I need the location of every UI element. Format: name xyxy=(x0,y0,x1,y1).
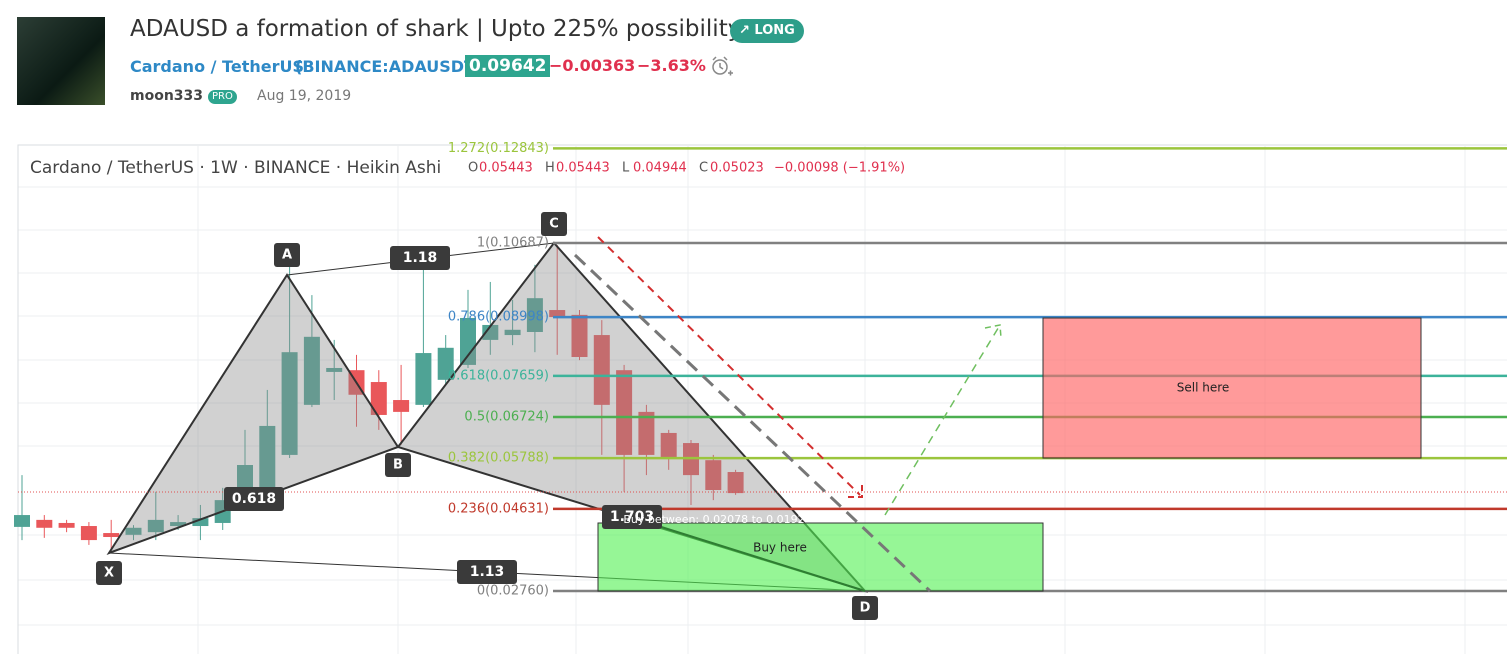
candle-body xyxy=(549,310,566,318)
buy-range-label: Buy between: 0.02078 to 0.0192 xyxy=(623,513,804,526)
pro-badge: PRO xyxy=(208,90,237,104)
candle-body xyxy=(705,460,722,491)
candle-body xyxy=(370,382,387,415)
ohlc-value: 0.05443 xyxy=(556,161,610,176)
candle-body xyxy=(170,522,187,527)
fib-label: 0(0.02760) xyxy=(477,584,549,599)
pattern-point-box xyxy=(96,561,122,585)
candle-body xyxy=(303,336,320,405)
pattern-point: D xyxy=(860,601,871,616)
candle-body xyxy=(14,515,30,527)
pattern-point: A xyxy=(282,248,292,263)
candle-body xyxy=(660,432,677,458)
avatar[interactable] xyxy=(17,17,105,105)
candle-body xyxy=(571,314,588,358)
sell-zone xyxy=(1042,317,1422,459)
pattern-ratio-box xyxy=(390,246,450,270)
candle-body xyxy=(482,324,499,340)
pattern-ratio-box xyxy=(602,505,662,529)
red-projection xyxy=(597,236,861,496)
candle-body xyxy=(58,522,75,528)
pattern-ratio: 1.703 xyxy=(610,509,654,525)
ohlc-value: 0.05443 xyxy=(479,161,533,176)
sell-label: Sell here xyxy=(1177,381,1230,395)
idea-title: ADAUSD a formation of shark | Upto 225% … xyxy=(130,16,742,42)
pattern-ratio: 0.618 xyxy=(232,491,276,507)
pattern-point: X xyxy=(104,566,114,581)
exchange-link[interactable]: (BINANCE:ADAUSDT) xyxy=(295,57,483,76)
ohlc-change: −0.00098 (−1.91%) xyxy=(774,161,905,176)
gray-projection xyxy=(573,253,932,593)
fib-label: 0.236(0.04631) xyxy=(448,501,549,516)
pattern-point: C xyxy=(549,217,559,232)
candles xyxy=(14,245,744,551)
buy-zone xyxy=(597,522,1044,592)
pattern-point-box xyxy=(274,243,300,267)
date: Aug 19, 2019 xyxy=(257,88,352,104)
candle-body xyxy=(638,411,655,455)
candle-body xyxy=(593,335,610,405)
buy-line xyxy=(654,524,866,592)
candle-body xyxy=(80,526,97,541)
candle-body xyxy=(103,533,120,538)
alarm-icon[interactable] xyxy=(710,55,734,79)
candle-body xyxy=(460,317,476,365)
long-badge: ↗ LONG xyxy=(730,19,804,43)
legend-title: Cardano / TetherUS · 1W · BINANCE · Heik… xyxy=(30,158,441,178)
fib-label: 0.5(0.06724) xyxy=(464,409,549,424)
candle-body xyxy=(326,367,343,372)
candle-body xyxy=(192,518,209,527)
buy-label: Buy here xyxy=(753,541,807,555)
candle-body xyxy=(36,519,53,528)
candle-body xyxy=(259,425,276,491)
ohlc-label: L xyxy=(622,161,630,176)
pattern-ratio: 1.18 xyxy=(403,250,438,266)
fib-label: 0.382(0.05788) xyxy=(448,451,549,466)
symbol-link[interactable]: Cardano / TetherUS xyxy=(130,57,304,76)
fib-label: 0.618(0.07659) xyxy=(448,368,549,383)
fib-label: 0.786(0.08998) xyxy=(448,310,549,325)
ohlc-label: O xyxy=(468,161,478,176)
fib-label: 1.272(0.12843) xyxy=(448,141,549,156)
author[interactable]: moon333 xyxy=(130,88,204,104)
candle-body xyxy=(415,353,432,405)
pattern-point: B xyxy=(393,458,403,473)
candle-body xyxy=(437,347,454,380)
fib-label: 1(0.10687) xyxy=(477,236,549,251)
pattern-ratio-box xyxy=(457,560,517,584)
candle-body xyxy=(393,400,410,412)
ohlc-value: 0.04944 xyxy=(633,161,687,176)
pattern-ratio: 1.13 xyxy=(470,564,505,580)
price: 0.09642 xyxy=(465,55,551,77)
pattern-point-box xyxy=(385,453,411,477)
candle-body xyxy=(616,370,633,455)
badge-text: LONG xyxy=(754,23,795,38)
ohlc-value: 0.05023 xyxy=(710,161,764,176)
candle-body xyxy=(125,527,142,535)
pattern-point-box xyxy=(541,212,567,236)
change: −0.00363 xyxy=(549,56,636,75)
green-projection xyxy=(884,324,1001,516)
candle-body xyxy=(526,298,543,332)
change-pct: −3.63% xyxy=(637,56,706,75)
pattern-ratio-box xyxy=(224,487,284,511)
candle-body xyxy=(727,472,744,494)
chart-frame xyxy=(17,144,1507,654)
candle-body xyxy=(147,519,164,533)
ohlc-label: C xyxy=(699,161,708,176)
candle-body xyxy=(504,329,521,336)
ohlc-label: H xyxy=(545,161,555,176)
candle-body xyxy=(281,352,298,455)
pattern-point-box xyxy=(852,596,878,620)
